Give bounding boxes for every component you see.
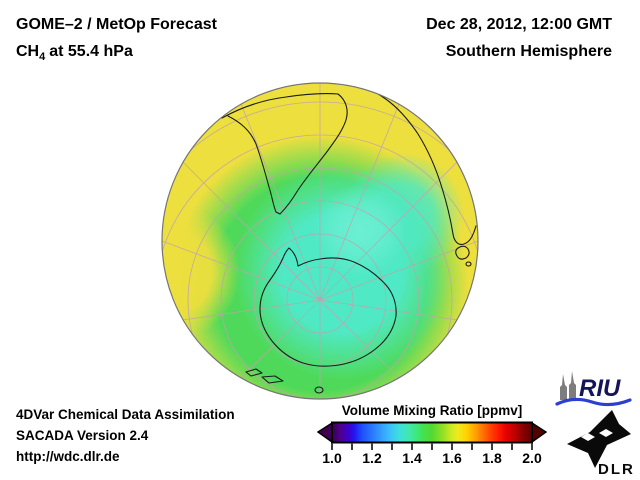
colorbar-tick	[371, 443, 373, 450]
colorbar-tick	[531, 443, 533, 450]
coast-antarctica	[259, 247, 397, 367]
dlr-text: DLR	[598, 461, 635, 478]
colorbar-tick	[331, 443, 333, 450]
colorbar	[316, 421, 548, 444]
species-level-line: CH4 at 55.4 hPa	[16, 38, 217, 71]
colorbar-ticks	[331, 443, 533, 450]
colorbar-tick	[451, 443, 453, 450]
colorbar-tick-label: 2.0	[522, 450, 542, 466]
riu-logo: RIU	[555, 371, 632, 407]
coast-small-islands	[314, 261, 472, 394]
colorbar-tick-label: 1.0	[322, 450, 342, 466]
graticule	[162, 83, 478, 399]
coast-africa	[377, 93, 477, 245]
colorbar-tick	[391, 443, 393, 450]
colorbar-tick	[491, 443, 493, 450]
colorbar-tick	[511, 443, 513, 450]
colorbar-labels: 1.0 1.2 1.4 1.6 1.8 2.0	[322, 450, 541, 466]
url-label: http://wdc.dlr.de	[16, 449, 120, 464]
cologne-cathedral-icon	[560, 371, 576, 400]
colorbar-left-arrow	[316, 421, 333, 444]
species-subscript: 4	[39, 51, 46, 64]
credits: 4DVar Chemical Data Assimilation SACADA …	[16, 404, 235, 467]
coast-new-zealand	[245, 368, 284, 384]
colorbar-title: Volume Mixing Ratio [ppmv]	[341, 403, 523, 418]
colorbar-right-arrow	[531, 421, 548, 444]
globe-outline	[161, 82, 479, 400]
datetime-label: Dec 28, 2012, 12:00 GMT	[426, 16, 612, 33]
riu-text: RIU	[579, 375, 621, 402]
header-right: Dec 28, 2012, 12:00 GMT Southern Hemisph…	[426, 11, 612, 65]
colorbar-tick-label: 1.2	[362, 450, 382, 466]
colorbar-tick-label: 1.8	[482, 450, 502, 466]
colorbar-tick	[471, 443, 473, 450]
rhine-wave-icon	[555, 397, 632, 407]
header-left: GOME–2 / MetOp Forecast CH4 at 55.4 hPa	[16, 11, 217, 71]
assimilation-label: 4DVar Chemical Data Assimilation	[16, 407, 235, 422]
region-label: Southern Hemisphere	[445, 43, 612, 60]
dlr-logo: DLR	[567, 410, 635, 478]
colorbar-gradient-bar	[331, 421, 533, 444]
product-title: GOME–2 / MetOp Forecast	[16, 16, 217, 33]
coast-madagascar	[455, 245, 470, 260]
colorbar-tick	[351, 443, 353, 450]
coastlines	[221, 93, 477, 394]
colorbar-tick-label: 1.4	[402, 450, 422, 466]
species-symbol: CH	[16, 43, 40, 60]
version-label: SACADA Version 2.4	[16, 428, 149, 443]
colorbar-tick	[431, 443, 433, 450]
colorbar-tick	[411, 443, 413, 450]
pressure-level: at 55.4 hPa	[49, 43, 133, 60]
dlr-logo-icon	[567, 410, 631, 468]
coast-south-america	[221, 93, 348, 215]
colorbar-tick-label: 1.6	[442, 450, 462, 466]
